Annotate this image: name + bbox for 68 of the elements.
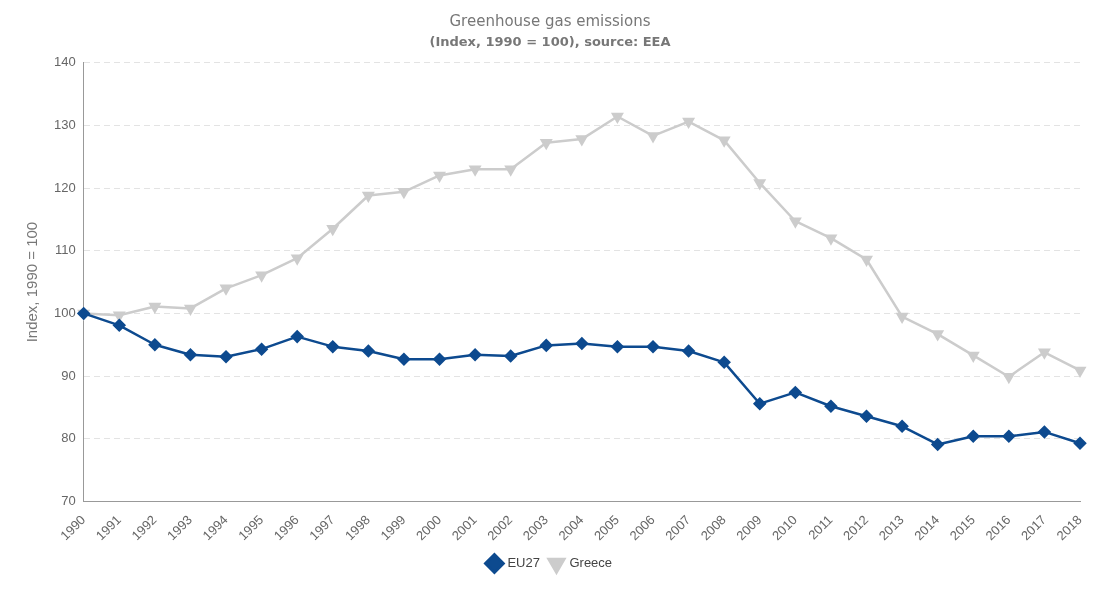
point [1038,348,1050,359]
point [433,352,446,366]
point [433,171,446,182]
point [1002,430,1016,443]
point [611,340,624,353]
chart-subtitle: (Index, 1990 = 100), source: EEA [429,34,671,50]
point [505,165,517,176]
point [967,430,980,443]
point [895,420,909,433]
point [824,399,838,413]
point [540,339,553,352]
legend-label: Greece [569,555,613,571]
chart-title: Greenhouse gas emissions [449,11,651,30]
point [255,342,268,356]
point [967,351,979,362]
point [290,330,304,343]
point [896,312,908,323]
point [1038,425,1051,439]
point [860,255,873,266]
point [576,135,588,146]
point [504,349,517,363]
point [1003,372,1015,383]
point [291,254,303,265]
point [113,319,126,332]
point [219,350,233,363]
point [717,356,731,369]
point [789,386,802,399]
y-tick-label: 80 [61,430,76,446]
y-tick-label: 140 [53,54,76,70]
point [362,344,375,358]
point [611,112,624,123]
point [860,409,873,423]
y-tick-label: 70 [61,493,76,509]
point [646,340,660,353]
point [148,338,162,352]
point [754,179,766,190]
y-tick-label: 120 [53,179,76,195]
point [468,348,482,362]
point [931,438,944,451]
point [326,340,340,353]
point [932,330,944,341]
y-tick-label: 90 [61,367,76,383]
legend-label: EU27 [507,555,540,571]
point [1073,436,1087,450]
y-tick-label: 110 [54,242,76,258]
point [789,217,801,228]
y-tick-label: 100 [53,304,76,320]
point [825,234,837,245]
y-tick-label: 130 [53,116,76,132]
point [683,117,695,128]
point [184,348,197,362]
point [184,304,197,315]
point [256,271,268,282]
point [682,344,695,358]
point [397,352,411,366]
point [362,191,374,202]
point [327,225,339,236]
point [575,337,589,350]
point [1074,366,1086,377]
point [647,132,659,143]
point [718,136,730,147]
point [469,165,481,176]
point [540,139,552,150]
point [220,284,232,295]
point [753,397,767,410]
y-axis-title: Index, 1990 = 100 [23,221,41,343]
point [149,302,161,313]
point [398,188,410,199]
